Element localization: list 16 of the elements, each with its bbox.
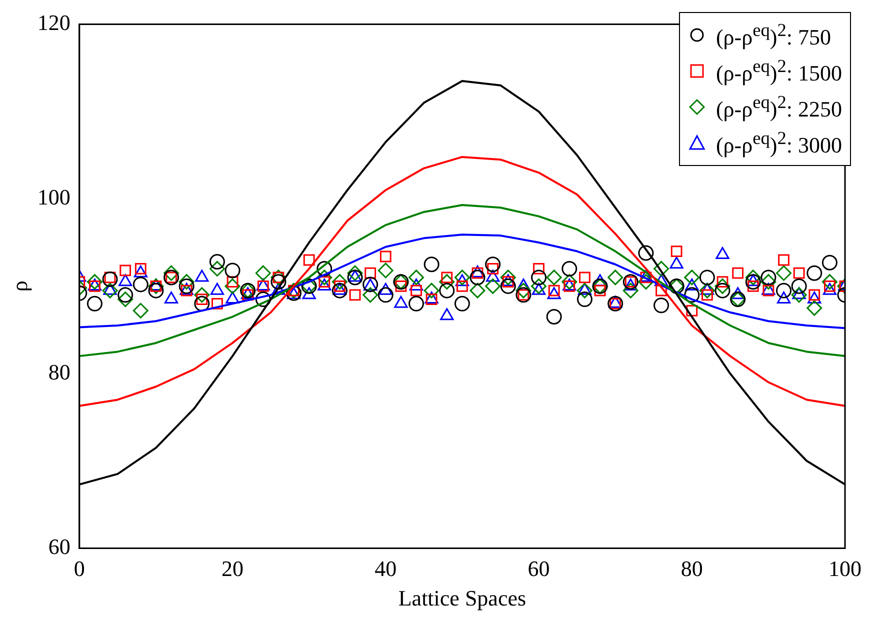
legend-label: (ρ-ρ$^{eq}$)$^{2}$: 750: [716, 20, 831, 50]
x-tick-label: 20: [222, 556, 244, 582]
y-tick-label: 120: [37, 10, 70, 35]
y-tick-label: 100: [37, 184, 70, 210]
x-axis-title: Lattice Spaces: [398, 586, 526, 611]
y-tick-label: 80: [48, 359, 70, 384]
x-tick-label: 0: [74, 556, 85, 582]
x-tick-label: 80: [680, 556, 703, 582]
y-tick-label: 60: [48, 534, 70, 559]
x-tick-label: 100: [828, 556, 862, 582]
x-tick-label: 40: [374, 556, 397, 582]
legend-label: (ρ-ρ$^{eq}$)$^{2}$: 3000: [716, 128, 842, 158]
x-tick-label: 60: [528, 556, 550, 582]
legend-label: (ρ-ρ$^{eq}$)$^{2}$: 1500: [716, 56, 842, 86]
legend-label: (ρ-ρ$^{eq}$)$^{2}$: 2250: [716, 92, 842, 122]
y-axis-title: ρ: [6, 280, 32, 292]
